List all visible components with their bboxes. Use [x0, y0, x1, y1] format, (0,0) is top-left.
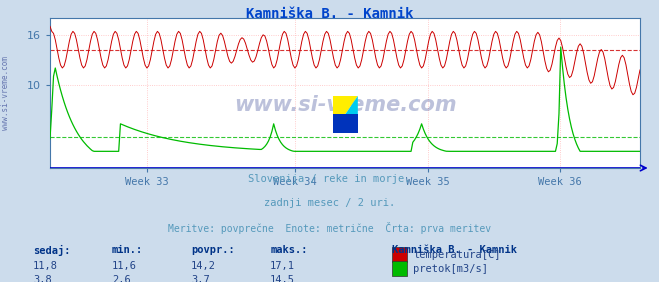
Text: sedaj:: sedaj:	[33, 245, 71, 256]
Text: Slovenija / reke in morje.: Slovenija / reke in morje.	[248, 174, 411, 184]
Text: 14,2: 14,2	[191, 261, 216, 271]
Text: temperatura[C]: temperatura[C]	[413, 250, 501, 260]
Text: min.:: min.:	[112, 245, 143, 255]
Text: pretok[m3/s]: pretok[m3/s]	[413, 264, 488, 274]
Text: 3,7: 3,7	[191, 275, 210, 282]
Polygon shape	[333, 96, 358, 114]
Text: www.si-vreme.com: www.si-vreme.com	[1, 56, 11, 130]
Text: Kamniška B. - Kamnik: Kamniška B. - Kamnik	[392, 245, 517, 255]
Text: maks.:: maks.:	[270, 245, 308, 255]
Text: 14,5: 14,5	[270, 275, 295, 282]
Text: Meritve: povprečne  Enote: metrične  Črta: prva meritev: Meritve: povprečne Enote: metrične Črta:…	[168, 222, 491, 233]
Text: 3,8: 3,8	[33, 275, 51, 282]
Text: www.si-vreme.com: www.si-vreme.com	[234, 95, 456, 115]
Polygon shape	[333, 114, 358, 133]
Text: Kamniška B. - Kamnik: Kamniška B. - Kamnik	[246, 7, 413, 21]
Text: 11,6: 11,6	[112, 261, 137, 271]
Text: povpr.:: povpr.:	[191, 245, 235, 255]
Text: 2,6: 2,6	[112, 275, 130, 282]
Text: 17,1: 17,1	[270, 261, 295, 271]
Polygon shape	[333, 96, 358, 114]
Text: zadnji mesec / 2 uri.: zadnji mesec / 2 uri.	[264, 198, 395, 208]
Text: 11,8: 11,8	[33, 261, 58, 271]
